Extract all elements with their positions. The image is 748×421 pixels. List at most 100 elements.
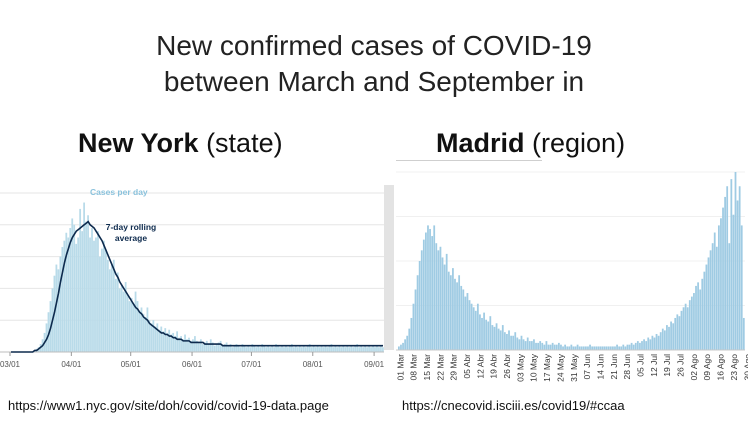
md-bar bbox=[649, 339, 652, 350]
ny-x-tick-label: 03/01 bbox=[0, 360, 21, 369]
new-york-source-link[interactable]: https://www1.nyc.gov/site/doh/covid/covi… bbox=[8, 398, 329, 413]
ny-bar bbox=[338, 345, 341, 352]
ny-bar bbox=[289, 345, 291, 352]
ny-bar bbox=[83, 202, 85, 352]
ny-bar bbox=[77, 237, 80, 352]
ny-bar bbox=[63, 240, 66, 352]
ny-bar bbox=[225, 342, 228, 352]
md-bar bbox=[643, 339, 645, 350]
ny-bar bbox=[382, 347, 384, 352]
ny-bar bbox=[263, 345, 266, 352]
md-x-tick-label: 24 May bbox=[555, 353, 565, 382]
md-bar bbox=[666, 325, 668, 350]
md-bar bbox=[541, 342, 544, 350]
md-bar bbox=[472, 307, 475, 350]
md-bar bbox=[578, 346, 581, 350]
md-bar bbox=[580, 346, 583, 350]
md-bar bbox=[609, 346, 612, 350]
md-bar bbox=[630, 342, 633, 350]
ny-bar bbox=[328, 345, 331, 352]
md-bar bbox=[468, 300, 471, 350]
md-bar bbox=[512, 335, 515, 350]
ny-bar bbox=[279, 347, 281, 352]
md-x-tick-label: 05 Abr bbox=[462, 354, 472, 379]
md-bar bbox=[408, 328, 411, 350]
ny-bar bbox=[57, 269, 60, 352]
md-bar bbox=[539, 341, 542, 350]
md-x-tick-label: 16 Ago bbox=[716, 354, 726, 381]
md-bar bbox=[740, 225, 743, 350]
md-bar bbox=[597, 346, 600, 350]
ny-bar bbox=[211, 342, 214, 352]
ny-bar bbox=[294, 345, 297, 352]
md-bar bbox=[709, 250, 712, 350]
ny-bar bbox=[364, 345, 366, 352]
ny-bar bbox=[164, 328, 167, 352]
ny-bar bbox=[271, 345, 273, 352]
md-x-tick-label: 12 Jul bbox=[649, 354, 659, 377]
md-bar bbox=[720, 218, 722, 350]
ny-bar bbox=[243, 345, 246, 352]
md-bar bbox=[576, 344, 579, 350]
ny-bar bbox=[273, 347, 275, 352]
md-bar bbox=[530, 341, 533, 350]
ny-bar bbox=[366, 347, 368, 352]
ny-bar bbox=[116, 272, 119, 352]
ny-bar bbox=[217, 342, 220, 352]
md-bar bbox=[551, 342, 554, 350]
ny-bar bbox=[316, 345, 319, 352]
md-bar bbox=[686, 307, 689, 350]
md-bar bbox=[668, 326, 670, 350]
ny-bar bbox=[306, 345, 309, 352]
md-bar bbox=[416, 275, 419, 350]
md-bar bbox=[493, 326, 496, 350]
madrid-source-link[interactable]: https://cnecovid.isciii.es/covid19/#ccaa bbox=[402, 398, 625, 413]
ny-bar bbox=[300, 347, 303, 352]
md-bar bbox=[591, 346, 594, 350]
ny-bar bbox=[332, 347, 335, 352]
ny-rolling-average-line bbox=[10, 220, 384, 353]
md-bar bbox=[705, 264, 708, 350]
md-bar bbox=[449, 275, 452, 350]
ny-bar bbox=[304, 347, 307, 352]
ny-x-tick-label: 06/01 bbox=[182, 360, 203, 369]
ny-bar bbox=[180, 336, 182, 352]
ny-bar bbox=[265, 347, 268, 352]
new-york-subtitle-bold: New York bbox=[78, 128, 199, 158]
md-bar bbox=[713, 232, 716, 350]
md-bar bbox=[425, 232, 427, 350]
md-x-tick-label: 30 Ago bbox=[742, 354, 748, 381]
md-x-tick-label: 05 Jul bbox=[635, 354, 645, 377]
ny-bar bbox=[368, 345, 370, 352]
ny-bar bbox=[235, 344, 238, 352]
ny-bar bbox=[231, 347, 234, 352]
ny-bar bbox=[245, 347, 248, 352]
ny-bar bbox=[302, 345, 305, 352]
ny-bar bbox=[310, 347, 313, 352]
ny-bar bbox=[241, 344, 244, 352]
ny-bar bbox=[312, 345, 315, 352]
ny-bar bbox=[360, 345, 363, 352]
md-bar bbox=[715, 246, 718, 350]
madrid-subtitle-bold: Madrid bbox=[436, 128, 525, 158]
md-bar bbox=[595, 346, 598, 350]
ny-bar bbox=[344, 347, 347, 352]
md-bar bbox=[528, 341, 531, 350]
md-bar bbox=[593, 346, 596, 350]
ny-bar bbox=[370, 347, 372, 352]
md-bar bbox=[620, 346, 623, 350]
md-bar bbox=[483, 312, 485, 350]
ny-bar bbox=[142, 313, 145, 352]
ny-bar bbox=[124, 282, 127, 352]
md-x-tick-label: 12 Abr bbox=[475, 354, 485, 379]
ny-bar bbox=[162, 331, 165, 352]
md-bar bbox=[693, 293, 695, 350]
md-bar bbox=[452, 268, 454, 350]
md-bar bbox=[607, 346, 610, 350]
ny-bar bbox=[334, 345, 337, 352]
md-bar bbox=[454, 278, 456, 350]
md-bar bbox=[717, 225, 720, 350]
ny-bar bbox=[358, 347, 361, 352]
md-bar bbox=[742, 317, 745, 350]
md-bar bbox=[566, 346, 569, 350]
